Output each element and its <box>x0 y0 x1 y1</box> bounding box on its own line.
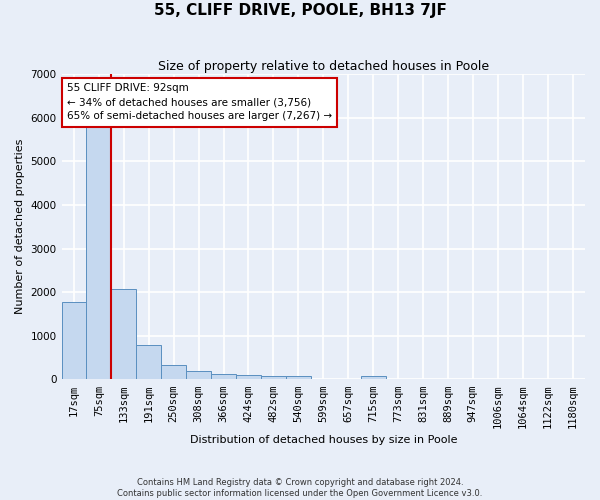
Text: Contains HM Land Registry data © Crown copyright and database right 2024.
Contai: Contains HM Land Registry data © Crown c… <box>118 478 482 498</box>
Bar <box>286 376 311 380</box>
Text: 55 CLIFF DRIVE: 92sqm
← 34% of detached houses are smaller (3,756)
65% of semi-d: 55 CLIFF DRIVE: 92sqm ← 34% of detached … <box>67 84 332 122</box>
Bar <box>112 288 136 380</box>
Bar <box>261 376 286 380</box>
Title: Size of property relative to detached houses in Poole: Size of property relative to detached ho… <box>158 60 489 73</box>
Bar <box>211 374 236 380</box>
Bar <box>86 126 112 380</box>
Text: 55, CLIFF DRIVE, POOLE, BH13 7JF: 55, CLIFF DRIVE, POOLE, BH13 7JF <box>154 2 446 18</box>
Bar <box>62 302 86 380</box>
Bar <box>361 376 386 380</box>
Y-axis label: Number of detached properties: Number of detached properties <box>15 139 25 314</box>
Bar <box>186 370 211 380</box>
Bar <box>161 364 186 380</box>
Bar <box>136 344 161 380</box>
X-axis label: Distribution of detached houses by size in Poole: Distribution of detached houses by size … <box>190 435 457 445</box>
Bar <box>236 375 261 380</box>
